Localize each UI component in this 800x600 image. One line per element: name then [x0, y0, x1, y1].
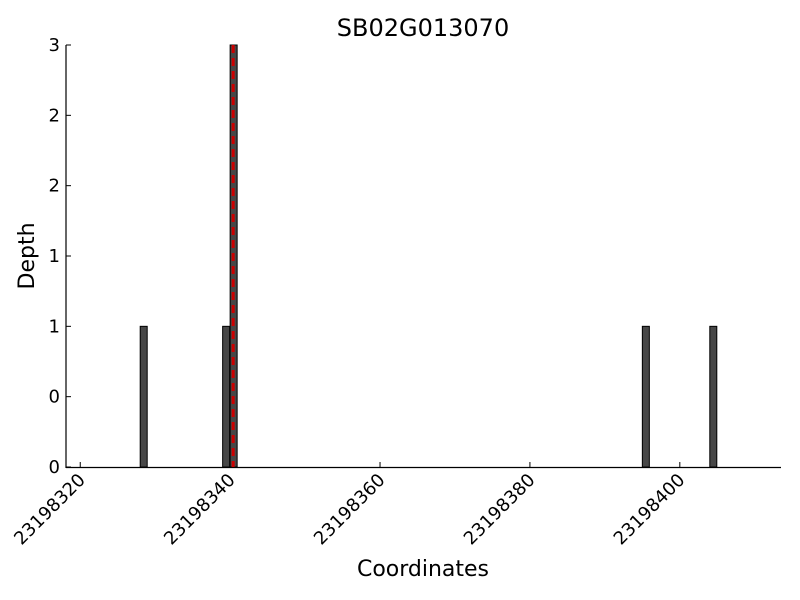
x-axis-label: Coordinates [357, 557, 489, 582]
y-tick-label: 2 [49, 105, 60, 126]
bar [709, 325, 718, 468]
y-tick-label: 2 [49, 176, 60, 197]
x-tick-label: 23198380 [460, 470, 540, 550]
x-tick-label: 23198360 [310, 470, 390, 550]
y-axis-label: Depth [15, 222, 40, 289]
x-tick-label: 23198400 [610, 470, 690, 550]
chart-title: SB02G013070 [337, 14, 509, 42]
bar [222, 325, 231, 468]
bar [641, 325, 650, 468]
y-tick-label: 0 [49, 387, 60, 408]
y-tick-label: 0 [49, 457, 60, 478]
x-tick-label: 23198320 [10, 470, 90, 550]
y-tick-label: 3 [49, 35, 60, 56]
y-tick-label: 1 [49, 316, 60, 337]
x-tick-label: 23198340 [160, 470, 240, 550]
y-tick-label: 1 [49, 246, 60, 267]
bar [139, 325, 148, 468]
